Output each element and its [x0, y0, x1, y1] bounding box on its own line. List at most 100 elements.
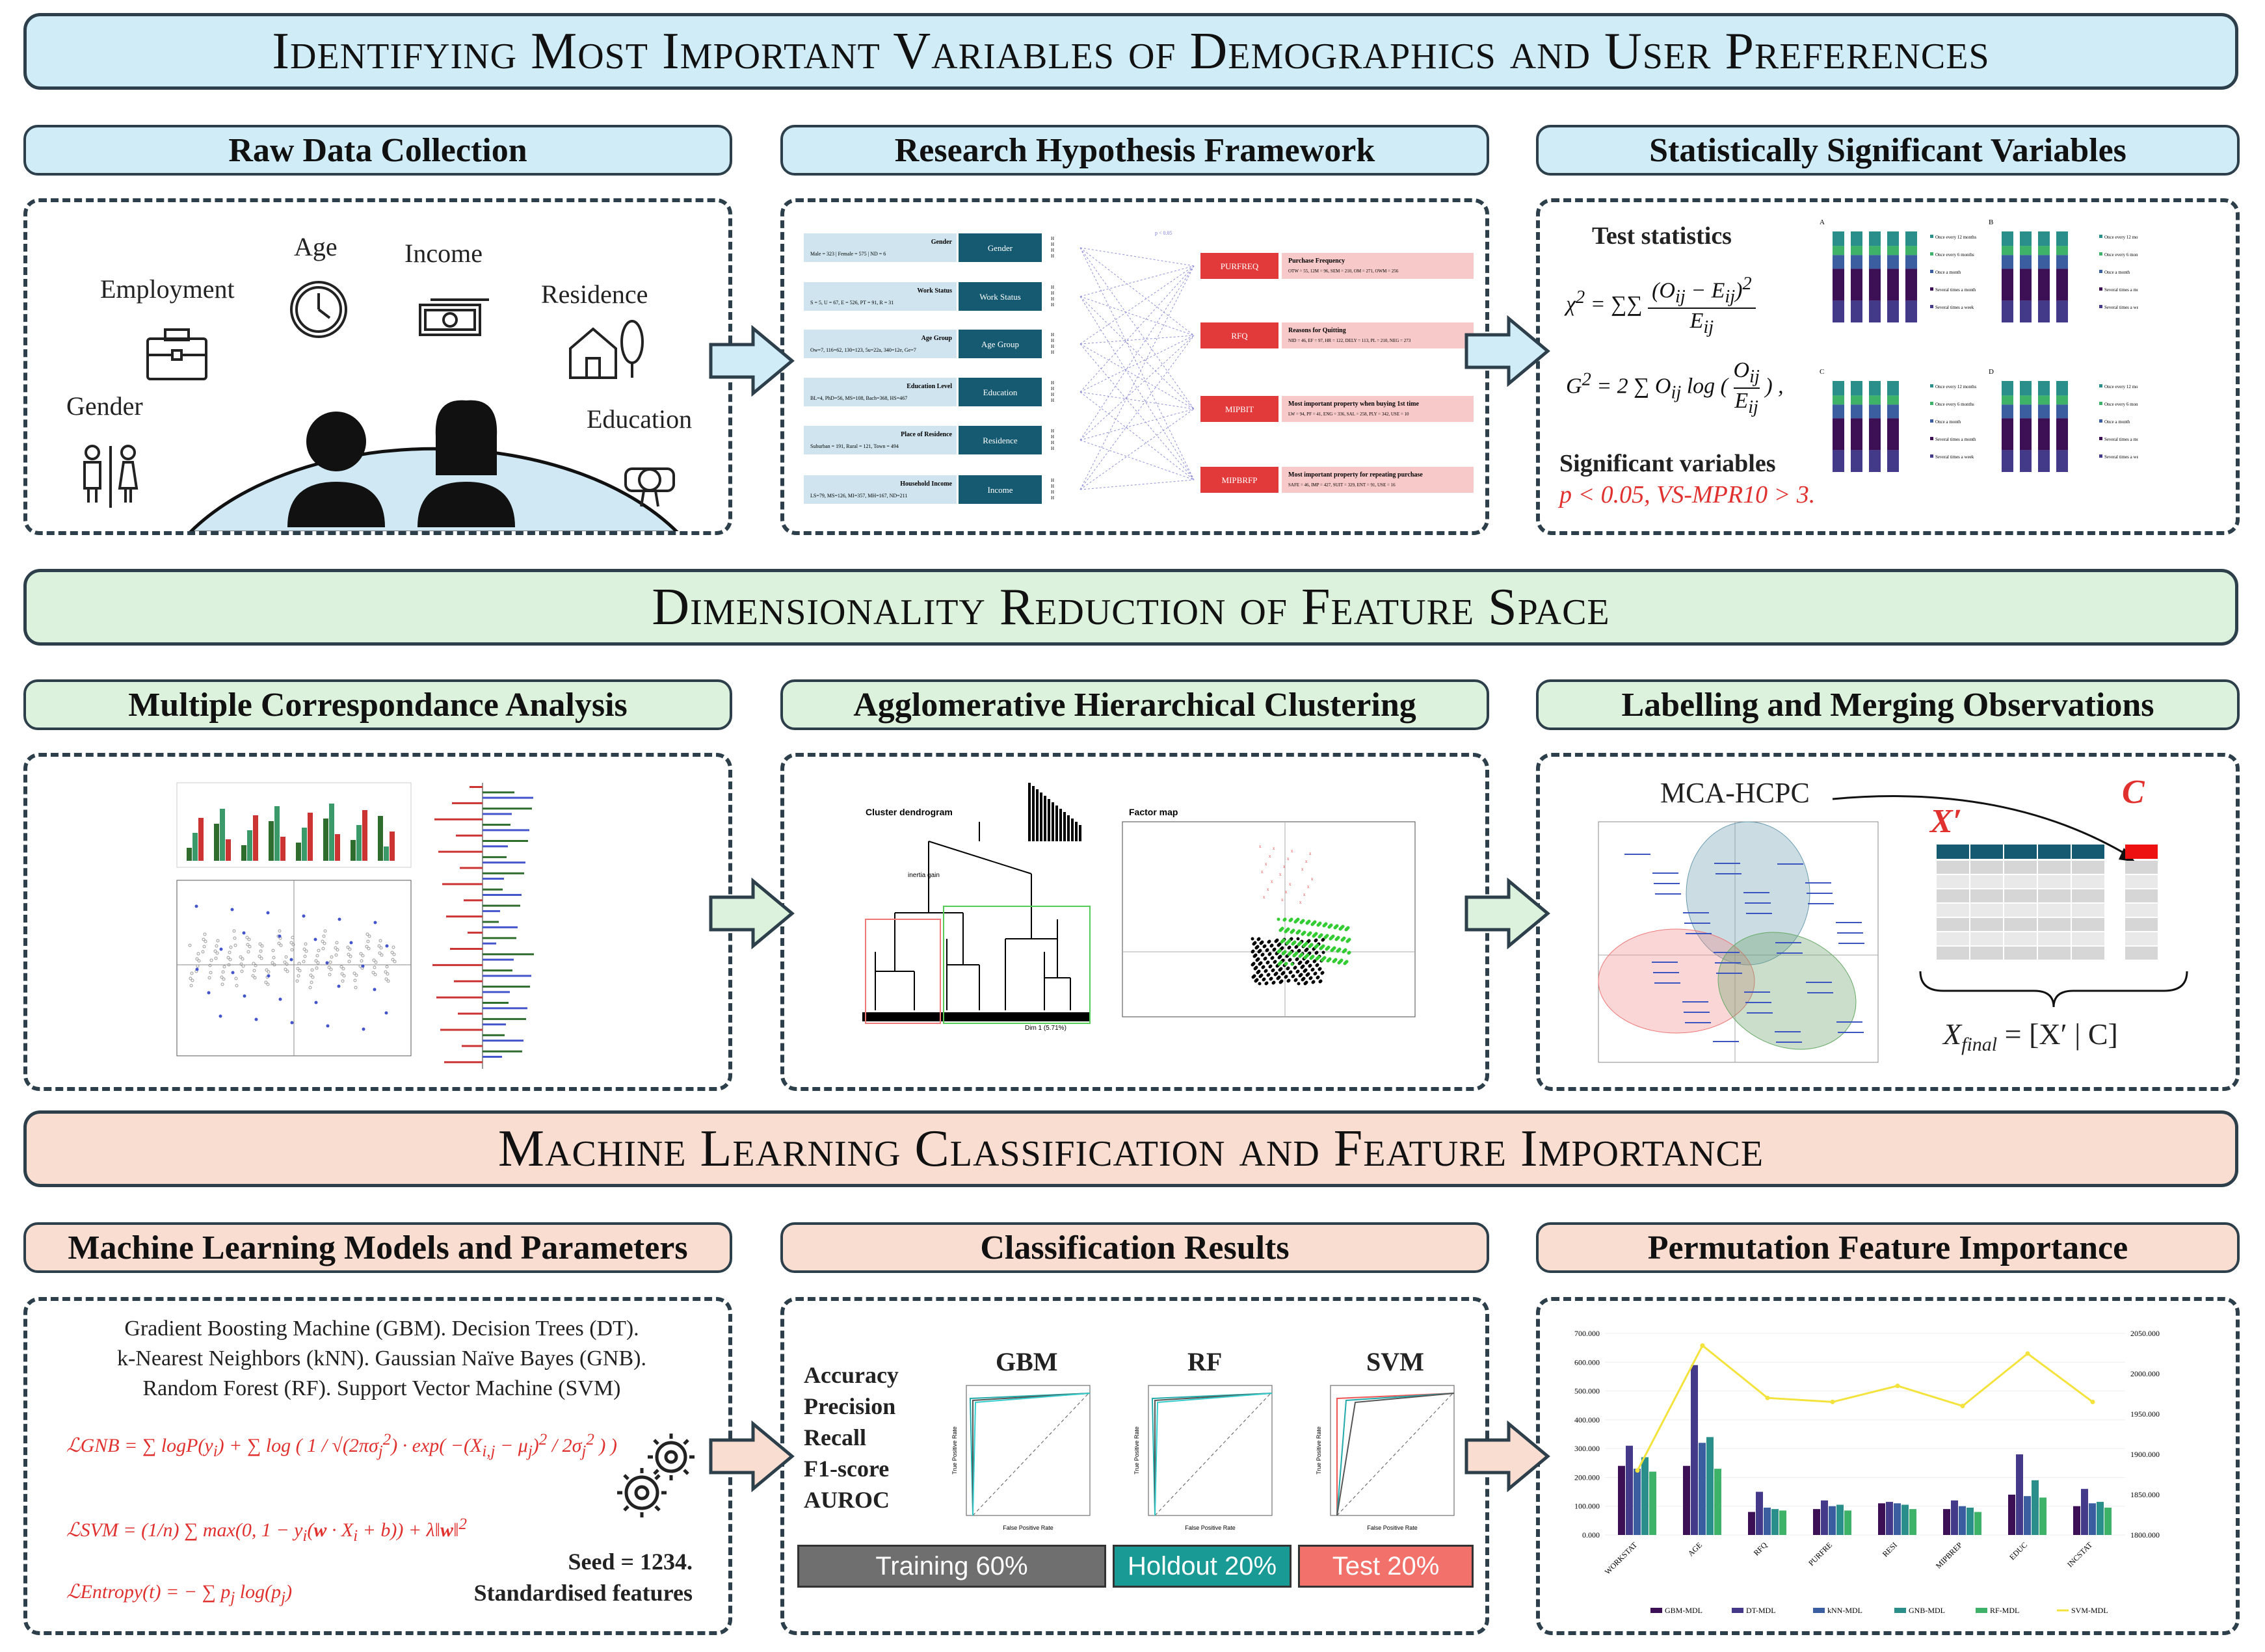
- mca-point: [264, 980, 268, 984]
- mca-contrib-bar: [483, 791, 514, 794]
- cluster-ellipse-green: [1717, 932, 1857, 1050]
- stacked-segment: [1833, 450, 1844, 472]
- pfi-bar: [2016, 1454, 2023, 1535]
- factor-point-red: x: [1279, 872, 1282, 877]
- stacked-segment: [2038, 450, 2050, 472]
- mca-category-point: [243, 994, 246, 998]
- mca-category-point: [338, 917, 341, 921]
- significant-header: Statistically Significant Variables: [1536, 125, 2240, 176]
- factor-point-green: [1307, 919, 1311, 923]
- pfi-bar: [1901, 1504, 1909, 1535]
- factor-point-black: [1305, 961, 1308, 965]
- mca-point: [291, 943, 295, 947]
- pfi-bar: [2081, 1489, 2088, 1535]
- mca-point: [340, 972, 344, 976]
- mca-point: [216, 939, 220, 943]
- factor-point-green: [1328, 957, 1332, 961]
- money-icon: [419, 298, 489, 336]
- mca-point: [271, 949, 275, 952]
- pfi-svm-point: [1830, 1399, 1835, 1404]
- hyp-right-sub: LW = 94, PF = 41, ENG = 336, SAL = 258, …: [1288, 412, 1409, 417]
- arrow-raw-to-hypothesis: [709, 325, 795, 397]
- mca-point: [339, 965, 343, 969]
- factor-point-green: [1347, 937, 1351, 941]
- label-residence: Residence: [541, 280, 648, 309]
- roc-curve: [1154, 1393, 1273, 1516]
- pfi-legend-label: SVM-MDL: [2071, 1606, 2108, 1615]
- mca-point: [316, 961, 320, 965]
- hyp-hypothesis-id: H: [1051, 285, 1054, 290]
- ahc-panel: Cluster dendrogram Factor map Dim 1 (5.7…: [780, 753, 1489, 1091]
- mca-point: [239, 955, 243, 959]
- mca-contrib-bar: [462, 1045, 483, 1047]
- stacked-segment: [1851, 246, 1862, 256]
- factor-x-axis-label: Dim 1 (5.71%): [1025, 1025, 1066, 1032]
- pfi-svm-point: [2025, 1351, 2030, 1356]
- stacked-legend-label: Several times a month: [1935, 287, 1976, 293]
- ml-models-title: Machine Learning Models and Parameters: [68, 1229, 688, 1266]
- factor-point-red: x: [1289, 882, 1291, 887]
- factor-point-green: [1318, 921, 1322, 925]
- stacked-segment: [2038, 404, 2050, 419]
- mca-point: [385, 965, 389, 969]
- hyp-left-box: [804, 233, 957, 262]
- mca-point: [372, 958, 376, 962]
- stacked-segment: [2002, 450, 2013, 472]
- mca-point: [259, 949, 263, 953]
- mca-point: [202, 945, 206, 949]
- factor-point-red: x: [1287, 857, 1290, 861]
- dendrogram-branch: [928, 841, 1032, 874]
- roc-frame: [1148, 1385, 1273, 1516]
- factor-point-black: [1273, 960, 1277, 964]
- factor-point-green: [1303, 930, 1306, 934]
- stacked-legend-label: Once every 12 months: [1935, 384, 1976, 389]
- roc-curve: [1154, 1393, 1273, 1515]
- mca-point: [367, 934, 371, 938]
- stacked-segment: [1887, 395, 1899, 405]
- pfi-ytick-left: 200.000: [1574, 1473, 1600, 1482]
- mca-point: [204, 939, 207, 943]
- stacked-legend-swatch: [2099, 419, 2102, 423]
- factor-point-black: [1291, 975, 1295, 978]
- hyp-link: [1080, 335, 1195, 393]
- xprime-cell: [1937, 918, 1969, 931]
- mca-contrib-bar: [483, 1017, 526, 1020]
- mca-contrib-bar: [483, 926, 518, 928]
- factor-point-black: [1265, 961, 1269, 965]
- mca-point: [215, 951, 219, 955]
- xprime-cell: [2038, 918, 2071, 931]
- label-education: Education: [587, 404, 693, 434]
- hyp-hypothesis-id: H: [1051, 446, 1054, 451]
- hyp-left-sub: Male = 323 | Female = 575 | ND = 6: [810, 251, 886, 257]
- stacked-segment: [1851, 450, 1862, 472]
- hyp-hypothesis-id: H: [1051, 490, 1054, 495]
- factor-point-green: [1319, 933, 1323, 937]
- pfi-bar: [1878, 1503, 1885, 1535]
- hyp-right-sub: NID = 46, EF = 97, HR = 122, DELY = 113,…: [1288, 338, 1411, 343]
- hyp-tag-label: Income: [988, 485, 1013, 495]
- stacked-segment: [2056, 269, 2068, 301]
- stacked-segment: [1851, 381, 1862, 396]
- mca-point: [246, 950, 250, 954]
- mca-point: [196, 964, 200, 968]
- factor-point-green: [1323, 956, 1327, 960]
- mca-contrib-bar: [483, 975, 531, 977]
- factor-point-black: [1270, 956, 1274, 960]
- mca-contrib-bar: [460, 867, 483, 869]
- hyp-right-tag-box: [1200, 467, 1278, 493]
- mca-contrib-bar: [470, 786, 483, 788]
- stacked-bar-charts: A Once every 12 months Once every 6 months…: [1820, 218, 2138, 472]
- factor-point-black: [1255, 958, 1259, 962]
- factor-point-red: x: [1299, 900, 1302, 905]
- xprime-cell: [1970, 947, 2003, 960]
- mca-contrib-bar: [483, 813, 512, 815]
- mca-bar: [329, 804, 334, 861]
- hyp-hypothesis-id: H: [1051, 478, 1054, 483]
- factor-point-black: [1269, 977, 1273, 981]
- house-icon: [569, 320, 644, 379]
- factor-point-black: [1318, 967, 1321, 971]
- factor-point-red: x: [1305, 859, 1308, 864]
- hyp-link: [1080, 296, 1195, 410]
- mca-point: [341, 979, 345, 983]
- c-cell: [2125, 904, 2158, 917]
